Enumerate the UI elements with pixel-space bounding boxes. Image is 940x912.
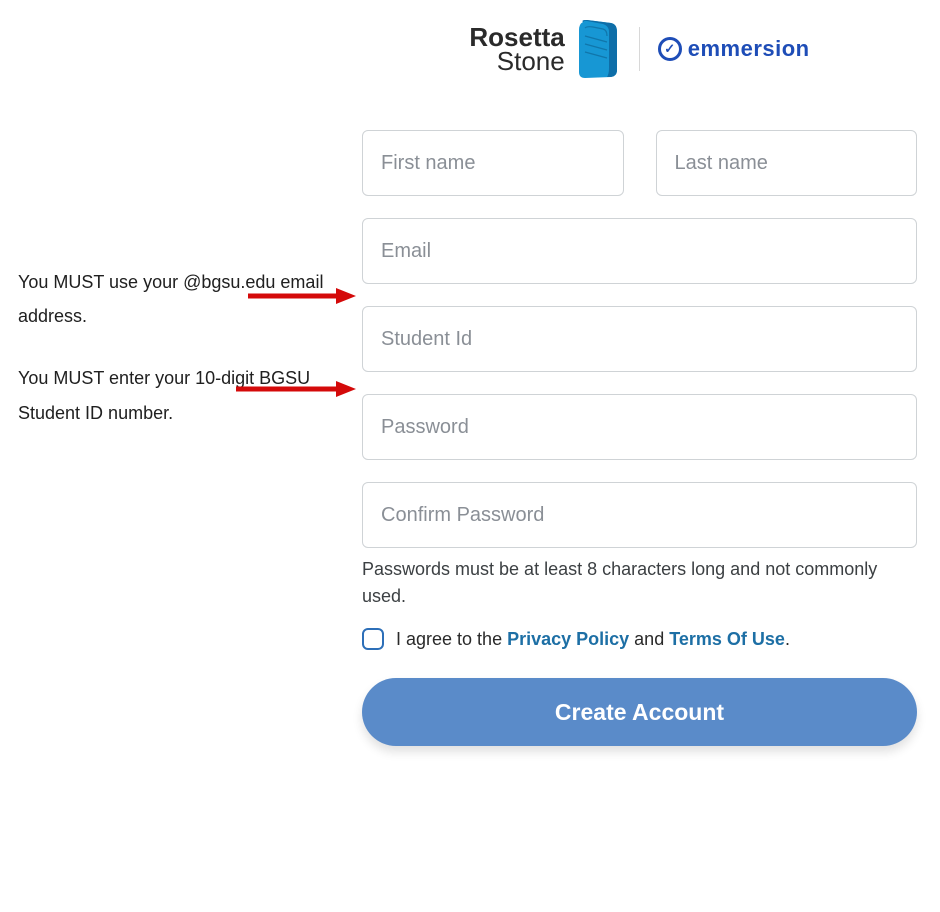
student-id-input[interactable] (362, 306, 917, 372)
password-hint: Passwords must be at least 8 characters … (362, 556, 917, 610)
logo-row: Rosetta Stone ✓ emmersion (362, 18, 917, 80)
emmersion-logo: ✓ emmersion (658, 36, 810, 62)
signup-form: Rosetta Stone ✓ emmersion Passwords must (362, 18, 917, 746)
agree-text: I agree to the Privacy Policy and Terms … (396, 629, 790, 650)
agree-row: I agree to the Privacy Policy and Terms … (362, 628, 917, 650)
first-name-input[interactable] (362, 130, 624, 196)
password-input[interactable] (362, 394, 917, 460)
confirm-password-input[interactable] (362, 482, 917, 548)
rosetta-stone-icon (573, 18, 621, 80)
terms-of-use-link[interactable]: Terms Of Use (669, 629, 785, 649)
email-annotation: You MUST use your @bgsu.edu email addres… (18, 265, 358, 333)
instruction-annotations: You MUST use your @bgsu.edu email addres… (18, 265, 358, 430)
privacy-policy-link[interactable]: Privacy Policy (507, 629, 629, 649)
emmersion-text: emmersion (688, 36, 810, 62)
create-account-button[interactable]: Create Account (362, 678, 917, 746)
email-input[interactable] (362, 218, 917, 284)
rosetta-stone-logo: Rosetta Stone (469, 18, 620, 80)
last-name-input[interactable] (656, 130, 918, 196)
emmersion-icon: ✓ (658, 37, 682, 61)
logo-divider (639, 27, 640, 71)
agree-checkbox[interactable] (362, 628, 384, 650)
studentid-annotation: You MUST enter your 10-digit BGSU Studen… (18, 361, 358, 429)
